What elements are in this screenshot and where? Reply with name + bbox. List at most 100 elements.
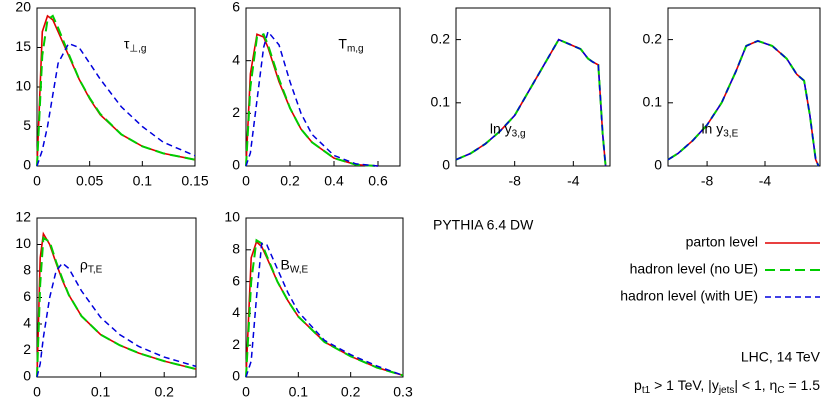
text-part: ln y (490, 120, 512, 136)
series-line (245, 240, 404, 378)
plot-frame (667, 7, 821, 167)
y-tick-label: 2 (232, 104, 240, 120)
subscript: jets (718, 385, 735, 396)
plot-frame (455, 7, 611, 167)
y-tick-label: 0 (654, 157, 662, 173)
x-tick-label: 0 (242, 173, 250, 189)
text-part: T (338, 35, 347, 51)
y-tick-label: 5 (23, 117, 31, 133)
y-tick-label: 8 (232, 241, 240, 257)
x-tick-label: 0.1 (289, 384, 309, 400)
subscript: C (777, 385, 784, 396)
y-tick-label: 2 (23, 341, 31, 357)
text-part: = 1.5 (785, 377, 821, 393)
y-tick-label: 4 (232, 304, 240, 320)
y-tick-label: 0.1 (431, 94, 451, 110)
x-tick-label: 0 (33, 384, 41, 400)
x-tick-label: -8 (701, 173, 714, 189)
panel-label: BW,E (281, 256, 309, 275)
y-tick-label: 6 (232, 0, 240, 15)
panel-label: τ⊥,g (124, 35, 147, 54)
y-tick-label: 0.1 (643, 94, 663, 110)
x-tick-label: 0.3 (393, 384, 413, 400)
y-tick-label: 10 (224, 209, 240, 225)
panel-label: Tm,g (338, 35, 363, 54)
y-tick-label: 8 (23, 262, 31, 278)
text-part: ln y (701, 120, 723, 136)
text-part: ρ (80, 256, 88, 272)
subscript: m,g (347, 43, 364, 54)
x-tick-label: 0.15 (181, 173, 208, 189)
generator-label: PYTHIA 6.4 DW (433, 217, 534, 233)
series-line (36, 231, 197, 378)
x-tick-label: 0.1 (91, 384, 111, 400)
plot-frame (245, 7, 401, 167)
x-tick-label: 0.2 (154, 384, 174, 400)
text-part: p (634, 377, 642, 393)
series-line (36, 42, 196, 167)
panel-label: ρT,E (80, 256, 103, 275)
legend-label: hadron level (with UE) (620, 288, 758, 304)
y-tick-label: 0.2 (431, 30, 451, 46)
cuts-label: pt1 > 1 TeV, |yjets| < 1, ηC = 1.5 (634, 377, 820, 396)
series-line (245, 30, 379, 167)
series-line (36, 236, 197, 378)
subscript: T,E (88, 264, 103, 275)
y-tick-label: 6 (23, 288, 31, 304)
y-tick-label: 0 (232, 368, 240, 384)
series-line (667, 40, 820, 167)
series-line (245, 238, 404, 378)
series-line (245, 33, 379, 167)
series-line (455, 38, 607, 167)
x-tick-label: 0.2 (341, 384, 361, 400)
text-part: τ (124, 35, 130, 51)
subscript: W,E (290, 264, 309, 275)
subscript: t1 (642, 385, 651, 396)
x-tick-label: -4 (567, 173, 580, 189)
y-tick-label: 12 (15, 209, 31, 225)
x-tick-label: 0.6 (368, 173, 388, 189)
text-part: | < 1, η (734, 377, 777, 393)
panel-label: ln y3,E (701, 120, 738, 139)
y-tick-label: 0 (23, 157, 31, 173)
y-tick-label: 20 (15, 0, 31, 15)
y-tick-label: 6 (232, 272, 240, 288)
x-tick-label: -4 (759, 173, 772, 189)
series-line (455, 38, 607, 167)
x-tick-label: 0.1 (133, 173, 153, 189)
y-tick-label: 0 (23, 368, 31, 384)
y-tick-label: 0.2 (643, 30, 663, 46)
collider-label: LHC, 14 TeV (741, 349, 821, 365)
x-tick-label: 0 (33, 173, 41, 189)
subscript: 3,g (512, 128, 526, 139)
legend-label: parton level (686, 234, 758, 250)
series-line (667, 40, 820, 167)
y-tick-label: 2 (232, 336, 240, 352)
text-part: > 1 TeV, |y (650, 377, 719, 393)
plot-frame (36, 217, 197, 378)
series-line (245, 32, 379, 167)
y-tick-label: 10 (15, 78, 31, 94)
series-line (36, 262, 197, 378)
y-tick-label: 0 (442, 157, 450, 173)
x-tick-label: 0 (242, 384, 250, 400)
x-tick-label: 0.05 (76, 173, 103, 189)
y-tick-label: 4 (232, 51, 240, 67)
panel-label: ln y3,g (490, 120, 526, 139)
series-line (36, 14, 196, 167)
x-tick-label: -8 (508, 173, 521, 189)
y-tick-label: 10 (15, 235, 31, 251)
y-tick-label: 4 (23, 315, 31, 331)
x-tick-label: 0.2 (280, 173, 300, 189)
series-line (36, 14, 196, 167)
plot-frame (245, 217, 404, 378)
y-tick-label: 0 (232, 157, 240, 173)
text-part: B (281, 256, 290, 272)
legend-label: hadron level (no UE) (630, 261, 758, 277)
series-line (667, 39, 820, 167)
subscript: 3,E (723, 128, 738, 139)
series-line (455, 38, 607, 167)
y-tick-label: 15 (15, 38, 31, 54)
subscript: ⊥,g (129, 43, 146, 54)
